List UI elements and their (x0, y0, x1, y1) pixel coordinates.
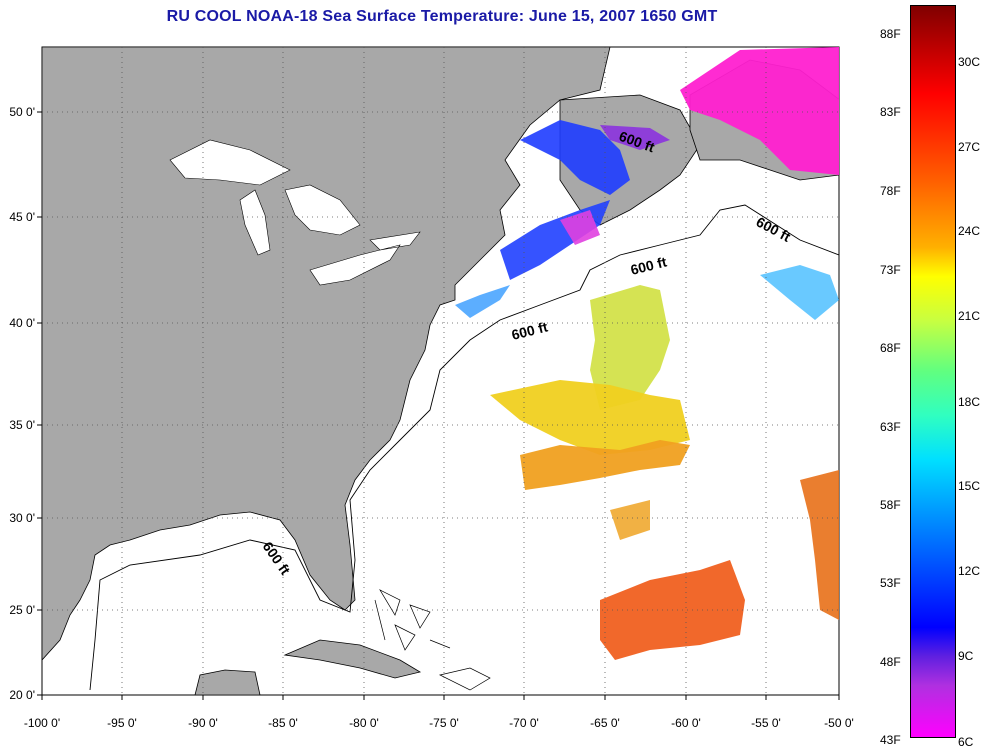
colorbar-c-label: 24C (958, 224, 981, 238)
sea-surface-temperature-map: 600 ft 600 ft 600 ft 600 ft 600 ft -100 … (9, 46, 854, 730)
colorbar-f-label: 88F (880, 27, 901, 41)
great-lakes (169, 139, 421, 286)
colorbar-f-label: 83F (880, 105, 901, 119)
land-maritimes (559, 94, 701, 226)
colorbar-f-label: 53F (880, 576, 901, 590)
lat-label: 30 0' (9, 511, 35, 525)
lat-label: 40 0' (9, 316, 35, 330)
colorbar-c-label: 12C (958, 564, 981, 578)
lat-label: 25 0' (9, 603, 35, 617)
lat-label: 35 0' (9, 418, 35, 432)
lat-label: 20 0' (9, 688, 35, 702)
lon-label: -80 0' (349, 716, 379, 730)
lat-label: 45 0' (9, 210, 35, 224)
colorbar-f-label: 43F (880, 733, 901, 747)
isobath-contour (89, 204, 839, 691)
lon-label: -55 0' (751, 716, 781, 730)
lon-label: -60 0' (671, 716, 701, 730)
land-north-america (42, 47, 611, 661)
colorbar-c-label: 9C (958, 649, 974, 663)
colorbar-c-label: 6C (958, 735, 974, 749)
colorbar-c-label: 27C (958, 140, 981, 154)
lon-label: -85 0' (268, 716, 298, 730)
map-title: RU COOL NOAA-18 Sea Surface Temperature:… (166, 8, 718, 25)
colorbar-c-label: 18C (958, 395, 981, 409)
colorbar-c-label: 21C (958, 309, 981, 323)
colorbar-f-label: 58F (880, 498, 901, 512)
lon-label: -90 0' (188, 716, 218, 730)
colorbar-f-label: 73F (880, 263, 901, 277)
lon-label: -95 0' (107, 716, 137, 730)
temperature-colorbar (910, 5, 956, 738)
lon-label: -65 0' (590, 716, 620, 730)
land-cuba (283, 639, 422, 679)
frame-ticks (37, 111, 840, 700)
lon-label: -75 0' (429, 716, 459, 730)
lon-label: -100 0' (24, 716, 60, 730)
colorbar-f-label: 48F (880, 655, 901, 669)
colorbar-f-label: 78F (880, 184, 901, 198)
colorbar-c-label: 30C (958, 55, 981, 69)
lon-label: -50 0' (824, 716, 854, 730)
colorbar-c-label: 15C (958, 479, 981, 493)
colorbar-f-label: 68F (880, 341, 901, 355)
land-yucatan (194, 669, 261, 695)
colorbar-f-label: 63F (880, 420, 901, 434)
lat-label: 50 0' (9, 105, 35, 119)
island-outlines (374, 589, 491, 691)
sst-data-overlay (455, 47, 839, 660)
lon-label: -70 0' (509, 716, 539, 730)
